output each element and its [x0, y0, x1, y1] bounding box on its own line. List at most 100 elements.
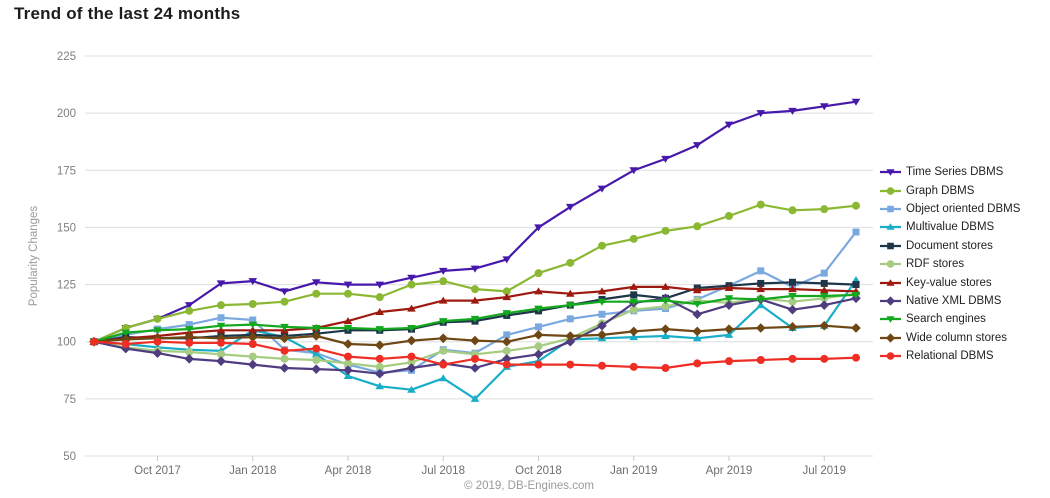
time-series-dbms-point — [184, 302, 194, 310]
legend-label: Time Series DBMS — [906, 166, 1004, 179]
legend-item-time-series-dbms[interactable]: Time Series DBMS — [880, 163, 1020, 181]
chart-title: Trend of the last 24 months — [14, 4, 241, 23]
graph-dbms-point — [820, 205, 829, 214]
relational-dbms-point — [725, 357, 733, 366]
object-oriented-dbms-point — [566, 315, 574, 323]
relational-dbms-point — [661, 364, 670, 372]
relational-dbms-point — [439, 360, 448, 369]
time-series-dbms-point — [438, 267, 448, 275]
native-xml-dbms-point — [406, 363, 417, 373]
wide-column-stores-point — [501, 336, 512, 347]
graph-dbms-point — [344, 289, 352, 298]
x-tick-label-jan-2019: Jan 2019 — [610, 465, 657, 477]
legend-label: Object oriented DBMS — [906, 202, 1021, 215]
key-value-stores-point — [534, 287, 543, 295]
native-xml-dbms-point — [374, 368, 385, 379]
search-engines-point — [629, 298, 639, 306]
multivalue-dbms-point — [407, 385, 416, 393]
legend-item-wide-column-stores[interactable]: Wide column stores — [880, 329, 1020, 347]
y-tick-label-125: 125 — [57, 280, 76, 292]
multivalue-dbms-point — [438, 374, 448, 382]
y-tick-label-150: 150 — [57, 222, 76, 234]
y-tick-label-200: 200 — [57, 108, 76, 120]
relational-dbms-point — [566, 360, 575, 369]
series-line-key-value-stores — [93, 285, 857, 343]
diamond-marker-icon — [880, 333, 901, 343]
search-engines-point — [788, 293, 797, 300]
legend-item-search-engines[interactable]: Search engines — [880, 310, 1020, 328]
rdf-stores-point — [217, 350, 225, 359]
relational-dbms-point — [598, 361, 606, 370]
native-xml-dbms-point — [343, 365, 353, 376]
legend-item-graph-dbms[interactable]: Graph DBMS — [880, 181, 1020, 199]
graph-dbms-point — [788, 206, 797, 215]
multivalue-dbms-point — [661, 332, 670, 339]
wide-column-stores-point — [851, 323, 861, 333]
graph-dbms-point — [217, 301, 225, 310]
series-relational-dbms — [90, 337, 860, 372]
wide-column-stores-point — [120, 334, 131, 345]
square-marker-icon — [880, 205, 901, 213]
native-xml-dbms-point — [152, 348, 163, 358]
square-marker-icon — [880, 242, 901, 250]
graph-dbms-point — [312, 289, 321, 298]
wide-column-stores-point — [597, 330, 607, 340]
time-series-dbms-point — [597, 185, 607, 193]
rdf-stores-point — [248, 352, 257, 361]
rdf-stores-point — [629, 305, 638, 314]
graph-dbms-point — [534, 269, 543, 278]
key-value-stores-point — [724, 284, 734, 291]
rdf-stores-point — [534, 342, 543, 351]
search-engines-point — [248, 321, 258, 329]
legend-item-document-stores[interactable]: Document stores — [880, 237, 1020, 255]
key-value-stores-point — [248, 326, 258, 334]
legend-label: Key-value stores — [906, 276, 992, 289]
wide-column-stores-point — [692, 326, 703, 337]
time-series-dbms-point — [565, 203, 575, 211]
relational-dbms-point — [788, 354, 797, 363]
wide-column-stores-point — [565, 331, 576, 341]
legend-item-native-xml-dbms[interactable]: Native XML DBMS — [880, 292, 1020, 310]
relational-dbms-point — [153, 337, 162, 346]
triangle-up-marker-icon — [880, 223, 901, 231]
time-series-dbms-point — [851, 98, 861, 106]
rdf-stores-point — [439, 346, 448, 355]
native-xml-dbms-point — [216, 356, 226, 366]
y-axis-title: Popularity Changes — [28, 206, 40, 307]
multivalue-dbms-point — [343, 372, 353, 379]
document-stores-point — [820, 279, 828, 287]
axis-layer: 225 200 175 150 125 100 75 50 Oct 2017 Jan 2018 Ap… — [57, 51, 846, 477]
key-value-stores-point — [661, 282, 670, 290]
diamond-marker-icon — [880, 296, 901, 306]
legend-item-object-oriented-dbms[interactable]: Object oriented DBMS — [880, 200, 1020, 218]
wide-column-stores-point — [819, 320, 830, 331]
y-tick-label-100: 100 — [57, 337, 76, 349]
series-line-time-series-dbms — [93, 100, 857, 343]
graph-dbms-point — [153, 314, 162, 323]
time-series-dbms-point — [629, 167, 639, 175]
native-xml-dbms-point — [533, 349, 544, 360]
multivalue-dbms-point — [311, 350, 321, 358]
legend-label: Native XML DBMS — [906, 294, 1002, 307]
relational-dbms-point — [629, 362, 638, 371]
graph-dbms-point — [280, 297, 289, 306]
time-series-dbms-point — [280, 288, 289, 296]
legend-item-relational-dbms[interactable]: Relational DBMS — [880, 347, 1020, 365]
native-xml-dbms-point — [279, 363, 290, 373]
x-tick-label-jul-2019: Jul 2019 — [803, 465, 846, 477]
native-xml-dbms-point — [120, 343, 131, 354]
legend-item-multivalue-dbms[interactable]: Multivalue DBMS — [880, 218, 1020, 236]
legend-item-rdf-stores[interactable]: RDF stores — [880, 255, 1020, 273]
circle-marker-icon — [880, 186, 901, 195]
graph-dbms-point — [852, 201, 860, 210]
relational-dbms-point — [217, 338, 225, 347]
legend-item-key-value-stores[interactable]: Key-value stores — [880, 273, 1020, 291]
x-tick-label-oct-2018: Oct 2018 — [515, 465, 562, 477]
graph-dbms-point — [661, 226, 670, 235]
triangle-down-marker-icon — [880, 316, 901, 324]
legend-label: Graph DBMS — [906, 184, 975, 197]
object-oriented-dbms-point — [217, 314, 225, 322]
time-series-dbms-point — [692, 142, 702, 150]
series-search-engines — [89, 291, 861, 346]
search-engines-point — [311, 325, 321, 332]
